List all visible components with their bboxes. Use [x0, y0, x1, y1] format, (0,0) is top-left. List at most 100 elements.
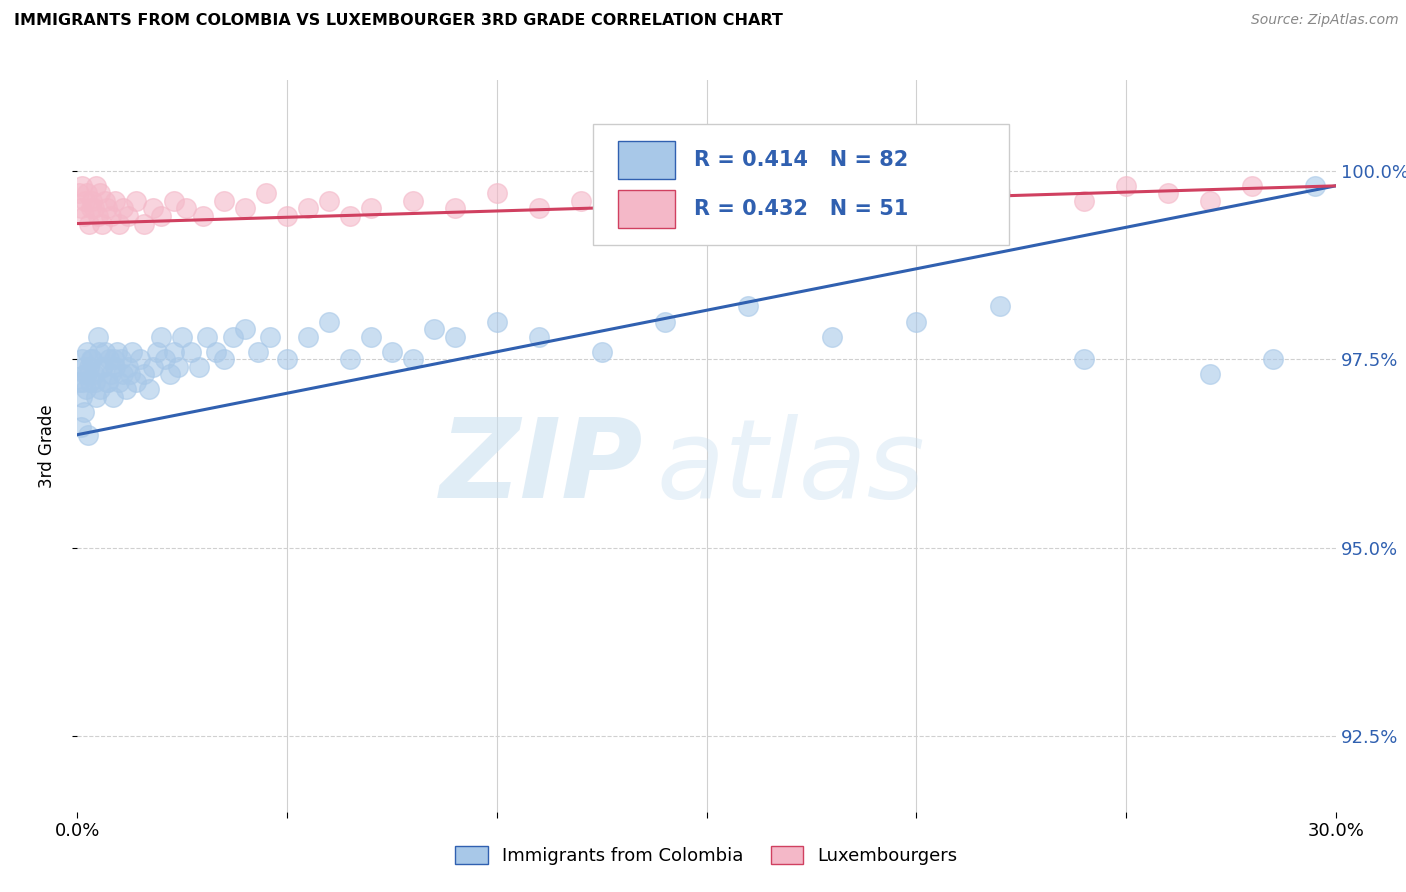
- Point: [87, 329, 110, 343]
- Point: [72, 375, 94, 389]
- Point: [69, 202, 91, 216]
- Point: [73, 368, 96, 382]
- Point: [485, 186, 508, 201]
- Point: [87, 209, 110, 223]
- Point: [100, 209, 122, 223]
- Point: [84, 178, 107, 193]
- Point: [142, 359, 165, 374]
- Point: [246, 344, 269, 359]
- Point: [80, 352, 103, 367]
- Point: [91, 359, 114, 374]
- Point: [318, 194, 340, 208]
- Point: [821, 186, 844, 201]
- Point: [191, 209, 215, 223]
- Point: [89, 344, 111, 359]
- Point: [195, 329, 218, 343]
- Point: [444, 329, 467, 343]
- Point: [75, 383, 97, 397]
- Point: [114, 383, 136, 397]
- Point: [180, 344, 202, 359]
- Point: [72, 352, 94, 367]
- Point: [1198, 368, 1220, 382]
- Point: [67, 186, 90, 201]
- Point: [737, 300, 759, 314]
- Point: [1240, 178, 1263, 193]
- Point: [84, 390, 107, 404]
- Point: [259, 329, 281, 343]
- Point: [91, 217, 114, 231]
- Point: [96, 375, 118, 389]
- Point: [150, 209, 173, 223]
- Point: [112, 202, 135, 216]
- Point: [360, 202, 382, 216]
- Point: [654, 315, 676, 329]
- Point: [117, 209, 139, 223]
- Point: [138, 383, 160, 397]
- Point: [527, 329, 550, 343]
- Point: [360, 329, 382, 343]
- Text: IMMIGRANTS FROM COLOMBIA VS LUXEMBOURGER 3RD GRADE CORRELATION CHART: IMMIGRANTS FROM COLOMBIA VS LUXEMBOURGER…: [14, 13, 783, 29]
- Point: [591, 344, 613, 359]
- Point: [96, 202, 118, 216]
- Point: [104, 194, 127, 208]
- Point: [339, 352, 361, 367]
- Point: [444, 202, 467, 216]
- Point: [233, 202, 256, 216]
- Point: [121, 344, 143, 359]
- Point: [905, 315, 928, 329]
- Point: [159, 368, 181, 382]
- Point: [76, 368, 98, 382]
- Point: [84, 375, 107, 389]
- Point: [83, 368, 105, 382]
- Point: [97, 352, 120, 367]
- Point: [89, 383, 111, 397]
- Point: [402, 194, 425, 208]
- Bar: [619, 190, 675, 228]
- Point: [204, 344, 226, 359]
- Point: [100, 368, 122, 382]
- Point: [172, 329, 194, 343]
- Point: [1073, 194, 1095, 208]
- Point: [527, 202, 550, 216]
- Point: [76, 344, 98, 359]
- Point: [103, 352, 125, 367]
- Y-axis label: 3rd Grade: 3rd Grade: [38, 404, 56, 488]
- Point: [1303, 178, 1326, 193]
- Point: [402, 352, 425, 367]
- Point: [905, 178, 928, 193]
- Point: [125, 194, 148, 208]
- Point: [233, 322, 256, 336]
- Point: [72, 405, 94, 419]
- Point: [93, 344, 115, 359]
- Point: [105, 344, 128, 359]
- Text: Source: ZipAtlas.com: Source: ZipAtlas.com: [1251, 13, 1399, 28]
- Point: [188, 359, 211, 374]
- Point: [76, 186, 98, 201]
- Point: [212, 352, 235, 367]
- Point: [112, 368, 135, 382]
- Point: [155, 352, 177, 367]
- Point: [101, 390, 124, 404]
- Point: [118, 368, 141, 382]
- Text: R = 0.414   N = 82: R = 0.414 N = 82: [695, 150, 908, 170]
- Point: [73, 359, 96, 374]
- Legend: Immigrants from Colombia, Luxembourgers: Immigrants from Colombia, Luxembourgers: [449, 838, 965, 872]
- Point: [176, 202, 198, 216]
- Point: [318, 315, 340, 329]
- Point: [72, 209, 94, 223]
- Point: [167, 359, 190, 374]
- Point: [821, 329, 844, 343]
- Point: [988, 300, 1011, 314]
- Point: [423, 322, 446, 336]
- Point: [150, 329, 173, 343]
- Point: [254, 186, 277, 201]
- Point: [569, 194, 592, 208]
- Point: [1073, 352, 1095, 367]
- Point: [110, 352, 132, 367]
- Point: [339, 209, 361, 223]
- Text: atlas: atlas: [657, 415, 925, 522]
- Point: [83, 202, 105, 216]
- Point: [1198, 194, 1220, 208]
- Point: [134, 217, 156, 231]
- Point: [297, 329, 319, 343]
